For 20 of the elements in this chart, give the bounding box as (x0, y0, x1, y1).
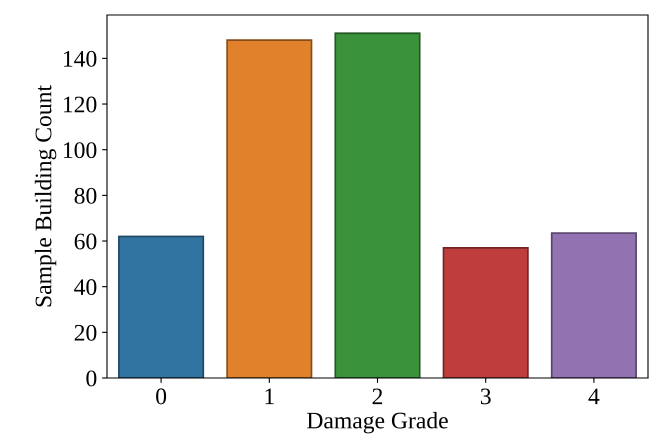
y-tick-label: 100 (64, 142, 96, 158)
bar (442, 247, 529, 378)
y-tick-label: 80 (74, 188, 96, 204)
y-tick-label: 120 (64, 96, 96, 112)
x-tick-label: 0 (156, 388, 166, 404)
y-axis-title: Sample Building Count (34, 85, 56, 306)
bar (226, 39, 312, 378)
y-tick-label: 60 (74, 234, 96, 250)
bar (334, 32, 421, 378)
x-tick-label: 1 (265, 388, 274, 404)
bar (118, 236, 204, 378)
y-tick-label: 20 (74, 324, 96, 341)
y-tick-label: 140 (64, 50, 96, 67)
x-axis-title: Damage Grade (307, 412, 448, 434)
x-tick-label: 4 (588, 388, 600, 404)
x-tick-label: 3 (480, 388, 491, 404)
x-tick-label: 2 (372, 388, 382, 404)
y-tick-label: 0 (86, 370, 96, 386)
bar (550, 232, 637, 378)
y-tick-label: 40 (74, 279, 96, 296)
